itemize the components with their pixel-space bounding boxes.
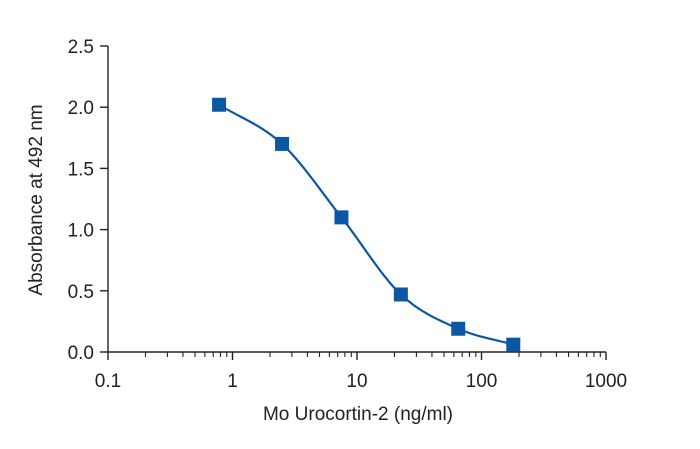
data-point bbox=[506, 337, 521, 352]
y-tick-label: 1.0 bbox=[68, 221, 94, 242]
axes: 0.0 0.5 1.0 1.5 2.0 2.5 0.1 1 10 100 1000 bbox=[68, 37, 628, 392]
y-tick-label: 1.5 bbox=[68, 159, 94, 180]
data-point bbox=[275, 136, 290, 151]
x-tick-label: 10 bbox=[346, 371, 367, 392]
data-point bbox=[393, 287, 408, 302]
x-tick-label: 1 bbox=[227, 371, 238, 392]
y-tick-label: 2.5 bbox=[68, 37, 94, 58]
x-tick-label: 0.1 bbox=[95, 371, 121, 392]
x-tick-label: 1000 bbox=[585, 371, 627, 392]
x-axis-label: Mo Urocortin-2 (ng/ml) bbox=[263, 404, 453, 425]
x-tick-label: 100 bbox=[466, 371, 498, 392]
data-point bbox=[451, 321, 466, 336]
y-tick-label: 0.5 bbox=[68, 282, 94, 303]
y-axis-label: Absorbance at 492 nm bbox=[26, 104, 47, 295]
fit-curve bbox=[218, 103, 514, 346]
data-points bbox=[212, 97, 521, 352]
data-point bbox=[212, 97, 227, 112]
y-tick-label: 2.0 bbox=[68, 98, 94, 119]
data-point bbox=[334, 210, 349, 225]
y-tick-label: 0.0 bbox=[68, 343, 94, 364]
fit-curve-layer bbox=[218, 103, 514, 346]
